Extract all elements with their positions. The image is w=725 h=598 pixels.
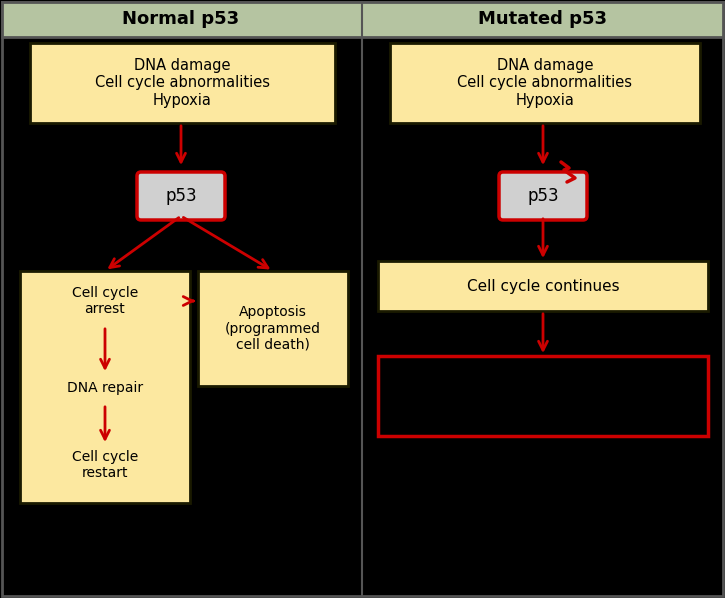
Bar [30, 43, 335, 123]
Text: Cell cycle continues: Cell cycle continues [467, 279, 619, 294]
Text: p53: p53 [165, 187, 196, 205]
Text: p53: p53 [527, 187, 559, 205]
Bar [378, 356, 708, 436]
Text: Cell cycle
arrest: Cell cycle arrest [72, 286, 138, 316]
Text: DNA repair: DNA repair [67, 381, 143, 395]
Bar [20, 271, 190, 503]
Text: DNA damage
Cell cycle abnormalities
Hypoxia: DNA damage Cell cycle abnormalities Hypo… [95, 58, 270, 108]
FancyBboxPatch shape [137, 172, 225, 220]
Text: DNA damage
Cell cycle abnormalities
Hypoxia: DNA damage Cell cycle abnormalities Hypo… [457, 58, 632, 108]
FancyBboxPatch shape [499, 172, 587, 220]
Bar [378, 261, 708, 311]
Bar [2, 2, 723, 37]
Bar [390, 43, 700, 123]
Text: Apoptosis
(programmed
cell death): Apoptosis (programmed cell death) [225, 306, 321, 352]
Text: Cell cycle
restart: Cell cycle restart [72, 450, 138, 480]
Text: Normal p53: Normal p53 [123, 10, 239, 28]
Text: Mutated p53: Mutated p53 [478, 10, 608, 28]
Bar [198, 271, 348, 386]
